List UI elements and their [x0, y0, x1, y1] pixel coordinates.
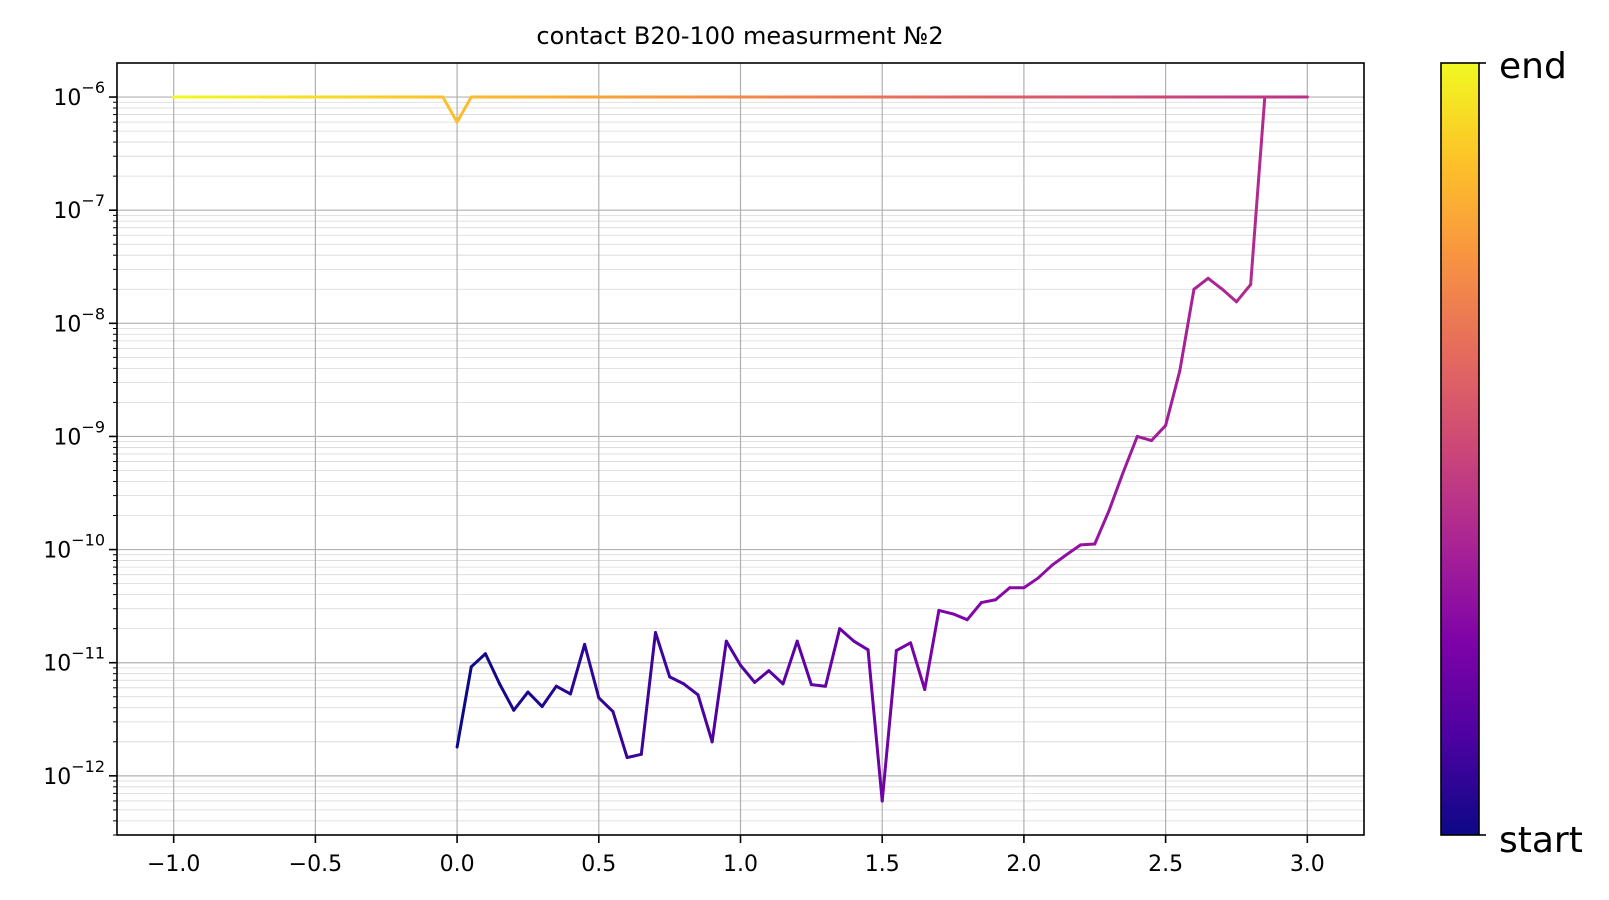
series-segment: [866, 648, 884, 803]
y-tick-label: 10−7: [53, 191, 105, 224]
x-tick-label: −0.5: [289, 852, 342, 877]
series-segment: [951, 612, 969, 622]
series-segment: [540, 684, 558, 709]
y-tick-label: 10−8: [53, 304, 105, 337]
y-tick-label: 10−9: [53, 417, 105, 450]
series-segment: [1022, 576, 1040, 590]
series-segment: [753, 669, 771, 684]
colorbar-label-end: end: [1499, 46, 1567, 87]
x-tick-label: −1.0: [147, 852, 200, 877]
series-segment: [838, 627, 856, 643]
y-axis-ticks: 10−6 10−7 10−8 10−9 10−10 10−11 10−12: [43, 78, 117, 836]
series-segment: [639, 630, 657, 756]
series-segment: [469, 652, 487, 669]
series-segment: [795, 639, 813, 687]
x-axis-ticks: −1.0 −0.5 0.0 0.5 1.0 1.5 2.0 2.5 3.0: [147, 835, 1325, 877]
series-segment: [1064, 543, 1083, 557]
x-tick-label: 3.0: [1290, 852, 1325, 877]
data-series: [172, 95, 1309, 803]
series-segment: [824, 627, 842, 688]
series-segment: [441, 95, 459, 124]
series-segment: [994, 586, 1012, 602]
series-segment: [724, 639, 742, 667]
series-segment: [512, 690, 530, 712]
series-segment: [1079, 542, 1097, 547]
series-segment: [979, 598, 998, 605]
series-segment: [483, 652, 502, 686]
series-segment: [1121, 434, 1139, 475]
series-segment: [1107, 471, 1125, 513]
series-segment: [767, 669, 785, 686]
series-segment: [1234, 283, 1253, 304]
colorbar-label-start: start: [1499, 820, 1583, 861]
series-segment: [653, 630, 672, 679]
chart-title: contact B20-100 measurment №2: [536, 22, 943, 50]
series-segment: [583, 642, 601, 700]
series-segment: [894, 641, 913, 653]
colorbar-gradient: [1440, 62, 1480, 836]
series-segment: [554, 684, 572, 696]
colorbar: end start: [1440, 46, 1583, 861]
series-segment: [1178, 287, 1196, 373]
series-segment: [1192, 276, 1210, 291]
series-segment: [455, 665, 473, 749]
series-segment: [1206, 276, 1224, 291]
x-tick-label: 1.0: [723, 852, 758, 877]
series-segment: [668, 675, 686, 686]
series-segment: [498, 682, 516, 712]
series-segment: [1093, 509, 1111, 546]
series-segment: [568, 642, 587, 696]
series-segment: [1220, 287, 1238, 304]
series-segment: [526, 690, 544, 709]
x-tick-label: 1.5: [865, 852, 900, 877]
series-segment: [965, 601, 983, 622]
series-segment: [611, 710, 629, 760]
x-tick-label: 0.5: [581, 852, 616, 877]
major-gridlines: [117, 63, 1364, 835]
x-tick-label: 0.0: [440, 852, 475, 877]
series-segment: [1036, 563, 1054, 580]
series-segment: [455, 95, 473, 124]
x-tick-label: 2.0: [1006, 852, 1041, 877]
series-segment: [696, 693, 714, 744]
series-segment: [781, 639, 799, 686]
series-segment: [597, 696, 615, 714]
series-segment: [1249, 95, 1267, 287]
series-segment: [739, 663, 757, 684]
y-tick-label: 10−6: [53, 78, 105, 111]
y-tick-label: 10−11: [43, 644, 105, 677]
series-segment: [625, 752, 643, 760]
series-segment: [809, 683, 828, 688]
series-segment: [852, 639, 870, 652]
x-tick-label: 2.5: [1148, 852, 1183, 877]
series-segment: [1050, 553, 1068, 567]
series-segment: [1135, 434, 1153, 443]
series-segment: [682, 682, 700, 697]
series-segment: [880, 649, 898, 803]
series-segment: [909, 641, 927, 691]
series-segment: [1164, 369, 1182, 427]
y-tick-label: 10−12: [43, 757, 105, 790]
series-segment: [923, 608, 941, 691]
series-segment: [710, 639, 728, 744]
series-segment: [937, 608, 955, 616]
y-tick-label: 10−10: [43, 531, 105, 564]
series-segment: [1149, 423, 1168, 443]
